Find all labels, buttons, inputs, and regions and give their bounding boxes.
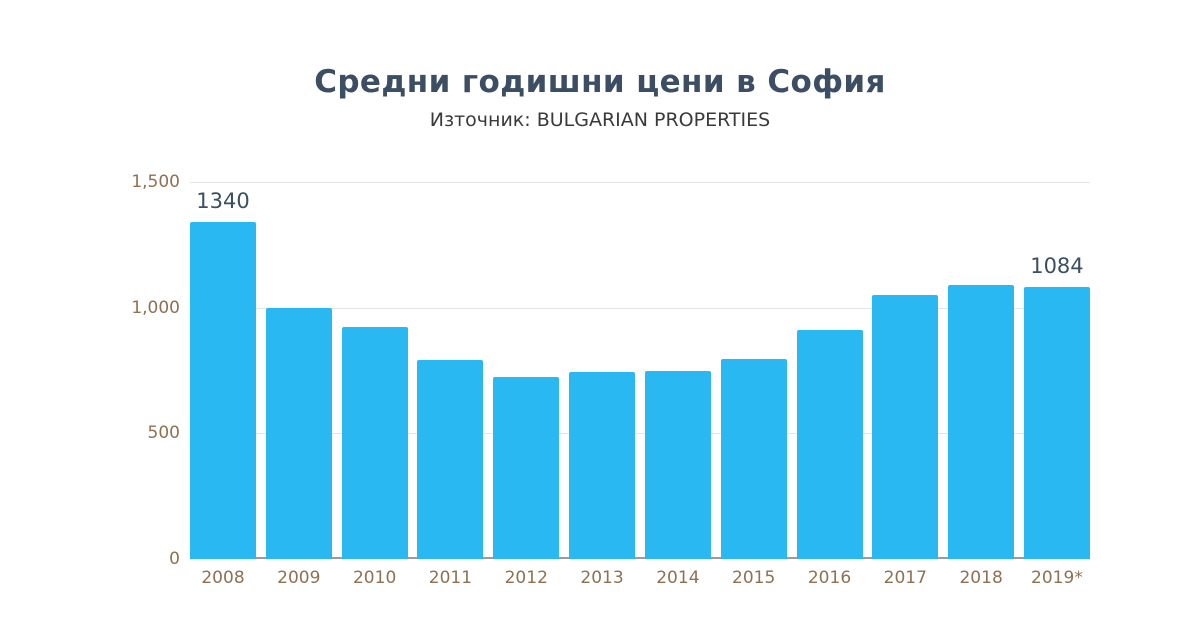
x-tick-label: 2010	[352, 568, 397, 588]
gridline	[190, 433, 1090, 435]
bar-column-2008: 1340 2008	[190, 182, 256, 588]
x-tick-label: 2008	[201, 568, 245, 588]
x-tick-label: 2017	[883, 568, 927, 588]
x-tick-label: 2013	[580, 568, 624, 588]
chart-title: Средни годишни цени в София	[314, 64, 886, 100]
bar-value-label: 1340	[196, 189, 250, 214]
y-tick-label: 0	[169, 549, 180, 569]
chart-subtitle: Източник: BULGARIAN PROPERTIES	[429, 109, 771, 131]
bar-column-2017: 2017	[872, 182, 939, 588]
x-tick-label: 2015	[732, 568, 776, 588]
bar	[644, 371, 711, 559]
bar-column-2018: 2018	[948, 182, 1015, 588]
x-tick-label: 2009	[277, 568, 321, 588]
bar-column-2014: 2014	[644, 182, 711, 588]
x-tick-label: 2014	[656, 568, 700, 588]
bar-column-2015: 2015	[720, 182, 787, 588]
gridline	[190, 182, 1090, 183]
bar	[948, 285, 1015, 559]
bar-column-2012: 2012	[493, 182, 560, 588]
x-tick-label: 2018	[959, 568, 1003, 588]
bar	[1023, 286, 1090, 559]
x-tick-label: 2016	[807, 568, 852, 588]
bar	[569, 372, 636, 559]
bar	[265, 307, 332, 559]
bar	[493, 377, 560, 559]
bar	[417, 360, 484, 559]
bar	[190, 222, 256, 559]
bar-column-2013: 2013	[569, 182, 636, 588]
bar	[796, 330, 863, 559]
y-tick-label: 500	[147, 423, 180, 444]
x-tick-label: 2012	[504, 568, 548, 588]
bar	[341, 326, 408, 559]
x-axis-line	[190, 557, 1090, 559]
bar-column-2019: 1084 2019*	[1023, 182, 1090, 588]
bar-series: 1340 2008 2009 2010 2011 2012 2013 2014 2015 2016…	[190, 182, 1090, 588]
bar-column-2010: 2010	[341, 182, 408, 588]
bar-column-2011: 2011	[417, 182, 484, 588]
plot-area: 0 500 1,000 1,500 1340 2008 2009 2010 2011 2012 20…	[131, 172, 1090, 588]
gridline	[190, 307, 1090, 309]
bar-column-2009: 2009	[265, 182, 332, 588]
x-tick-label: 2019*	[1031, 568, 1083, 588]
bar	[872, 295, 939, 559]
bar-column-2016: 2016	[796, 182, 863, 588]
bar-value-label: 1084	[1030, 253, 1084, 278]
y-tick-label: 1,500	[131, 172, 180, 192]
y-tick-label: 1,000	[131, 297, 180, 318]
x-tick-label: 2011	[428, 568, 473, 588]
bar	[720, 359, 787, 559]
